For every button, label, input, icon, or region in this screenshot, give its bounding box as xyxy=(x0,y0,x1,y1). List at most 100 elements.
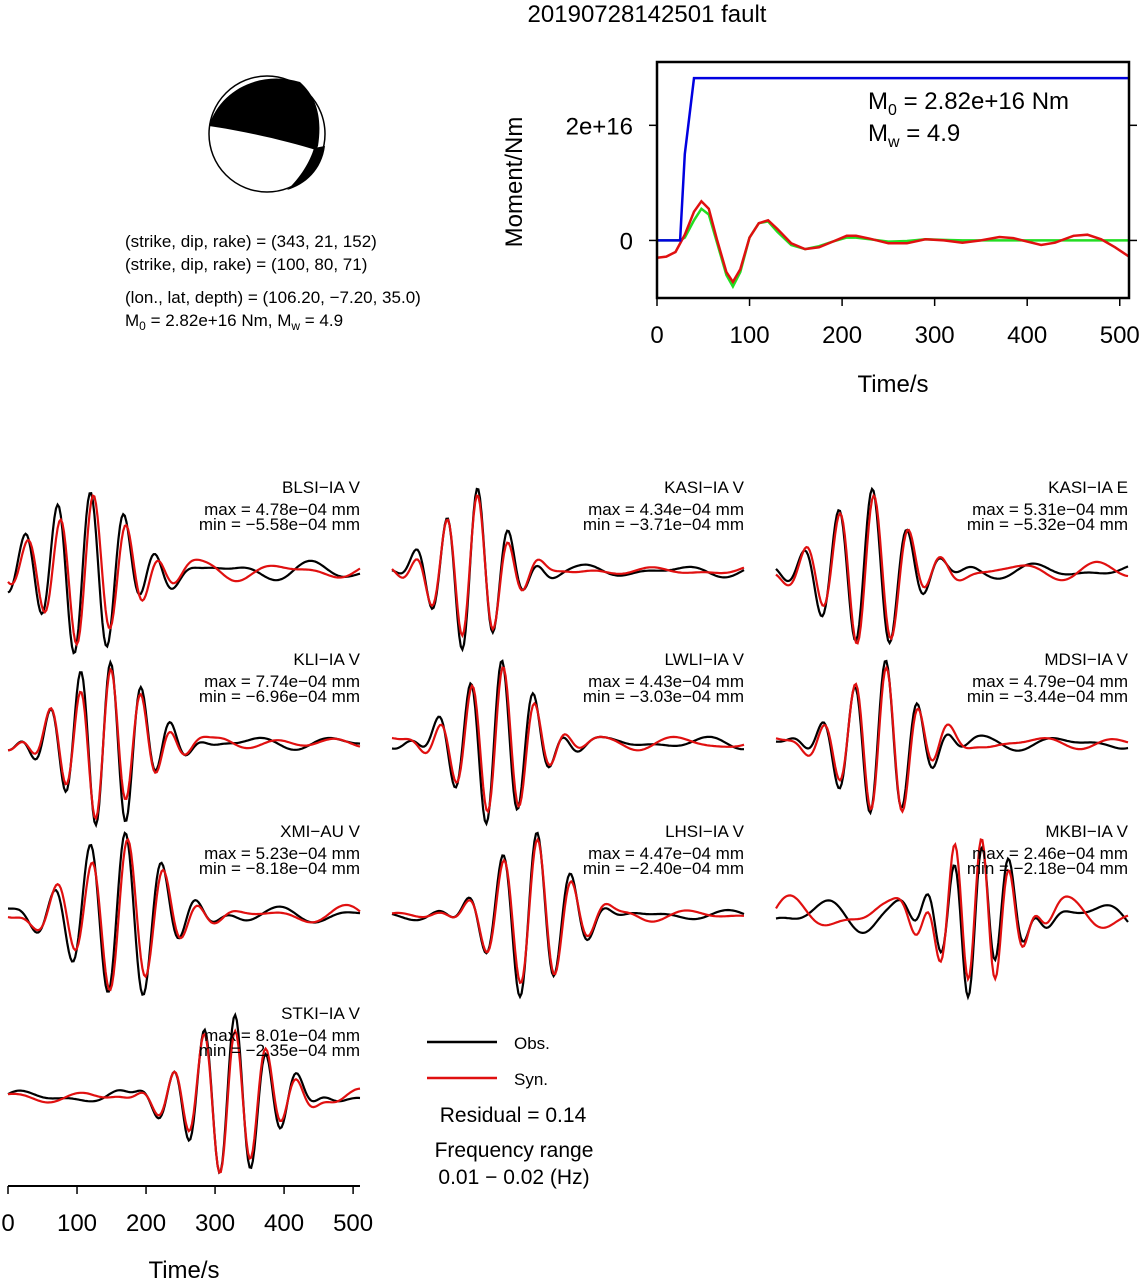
moment-y-tick-label: 2e+16 xyxy=(566,113,633,140)
station-max: max = 2.46e−04 mm xyxy=(972,844,1128,863)
station-max: max = 4.78e−04 mm xyxy=(204,500,360,519)
station-min: min = −6.96e−04 mm xyxy=(199,687,360,706)
station-max: max = 7.74e−04 mm xyxy=(204,672,360,691)
station-min: min = −2.18e−04 mm xyxy=(967,859,1128,878)
moment-series-blue xyxy=(657,76,1129,242)
moment-x-tick-label: 500 xyxy=(1100,322,1140,349)
waveform-x-axis: 0 100 200 300 400 500 xyxy=(1,1185,373,1237)
station-min: min = −8.18e−04 mm xyxy=(199,859,360,878)
station-max: max = 5.31e−04 mm xyxy=(972,500,1128,519)
waveform-syn xyxy=(775,838,1129,983)
moment-x-tick-label: 0 xyxy=(650,322,663,349)
waveform-x-tick-label: 500 xyxy=(333,1210,373,1237)
moment-y-tick-label: 0 xyxy=(620,228,633,255)
station-name: MKBI−IA V xyxy=(1045,822,1128,841)
legend-syn-label: Syn. xyxy=(514,1070,548,1089)
waveform-syn xyxy=(391,837,744,985)
mechanism-line-2: (strike, dip, rake) = (100, 80, 71) xyxy=(125,255,367,274)
moment-magnitude-line: M0 = 2.82e+16 Nm, Mw = 4.9 xyxy=(125,311,343,333)
moment-chart-frame xyxy=(655,60,1131,300)
waveform-syn xyxy=(775,493,1129,645)
beachball-compressional-quadrant xyxy=(209,78,320,150)
station-max: max = 4.47e−04 mm xyxy=(588,844,744,863)
waveform-syn xyxy=(391,666,745,814)
mechanism-info: (strike, dip, rake) = (343, 21, 152) (st… xyxy=(125,232,421,333)
waveform-obs xyxy=(775,486,1129,646)
focal-mechanism-beachball xyxy=(208,75,326,193)
waveform-obs xyxy=(7,1012,361,1175)
station-name: KASI−IA V xyxy=(664,478,745,497)
moment-series-red xyxy=(657,199,1129,285)
waveform-syn xyxy=(7,667,361,821)
moment-x-axis-label: Time/s xyxy=(857,371,928,398)
mw-value: = 4.9 xyxy=(300,311,343,330)
station-min: min = −2.35e−04 mm xyxy=(199,1041,360,1060)
station-min: min = −5.58e−04 mm xyxy=(199,515,360,534)
station-name: KLI−IA V xyxy=(293,650,360,669)
moment-x-tick-label: 200 xyxy=(822,322,862,349)
station-min: min = −5.32e−04 mm xyxy=(967,515,1128,534)
mechanism-line-3: (lon., lat, depth) = (106.20, −7.20, 35.… xyxy=(125,288,421,307)
station-name: LHSI−IA V xyxy=(665,822,745,841)
frequency-range-label: Frequency range xyxy=(435,1139,594,1162)
residual-label: Residual = 0.14 xyxy=(440,1104,587,1127)
station-name: BLSI−IA V xyxy=(282,478,361,497)
waveform-x-tick-label: 100 xyxy=(57,1210,97,1237)
frequency-range-value: 0.01 − 0.02 (Hz) xyxy=(438,1166,589,1189)
figure-title: 20190728142501 fault xyxy=(528,1,767,28)
beachball-small-quadrant xyxy=(287,146,325,190)
waveform-obs xyxy=(775,844,1129,1001)
moment-annotation-mw: Mw = 4.9 xyxy=(868,120,960,151)
waveform-syn xyxy=(7,493,361,647)
station-max: max = 8.01e−04 mm xyxy=(204,1026,360,1045)
waveform-x-tick-label: 200 xyxy=(126,1210,166,1237)
station-name: XMI−AU V xyxy=(280,822,360,841)
station-max: max = 5.23e−04 mm xyxy=(204,844,360,863)
moment-x-tick-label: 400 xyxy=(1007,322,1047,349)
station-name: KASI−IA E xyxy=(1048,478,1128,497)
waveform-obs xyxy=(7,831,361,996)
station-name: MDSI−IA V xyxy=(1044,650,1128,669)
waveform-obs xyxy=(7,491,361,655)
station-max: max = 4.43e−04 mm xyxy=(588,672,744,691)
m0-value: = 2.82e+16 Nm, M xyxy=(146,311,292,330)
station-max: max = 4.34e−04 mm xyxy=(588,500,744,519)
waveform-x-axis-label: Time/s xyxy=(148,1257,219,1281)
mechanism-line-1: (strike, dip, rake) = (343, 21, 152) xyxy=(125,232,377,251)
station-min: min = −3.71e−04 mm xyxy=(583,515,744,534)
station-name: STKI−IA V xyxy=(281,1004,361,1023)
station-min: min = −3.03e−04 mm xyxy=(583,687,744,706)
station-max: max = 4.79e−04 mm xyxy=(972,672,1128,691)
waveform-obs xyxy=(775,659,1129,816)
m0-subscript: 0 xyxy=(139,319,146,333)
waveform-obs xyxy=(391,659,744,827)
waveform-x-tick-label: 400 xyxy=(264,1210,304,1237)
moment-y-axis-label: Moment/Nm xyxy=(501,117,528,248)
waveform-syn xyxy=(7,837,361,992)
waveform-syn xyxy=(7,1028,361,1174)
waveform-syn xyxy=(775,664,1129,814)
mw-subscript: w xyxy=(290,319,300,333)
station-min: min = −3.44e−04 mm xyxy=(967,687,1128,706)
moment-annotation-m0: M0 = 2.82e+16 Nm xyxy=(868,88,1069,119)
waveform-syn xyxy=(391,493,745,639)
waveform-x-tick-label: 0 xyxy=(1,1210,14,1237)
station-name: LWLI−IA V xyxy=(664,650,744,669)
legend-obs-label: Obs. xyxy=(514,1034,550,1053)
legend: Obs. Syn. Residual = 0.14 Frequency rang… xyxy=(427,1034,593,1189)
station-min: min = −2.40e−04 mm xyxy=(583,859,744,878)
moment-x-tick-label: 100 xyxy=(730,322,770,349)
waveform-x-tick-label: 300 xyxy=(195,1210,235,1237)
